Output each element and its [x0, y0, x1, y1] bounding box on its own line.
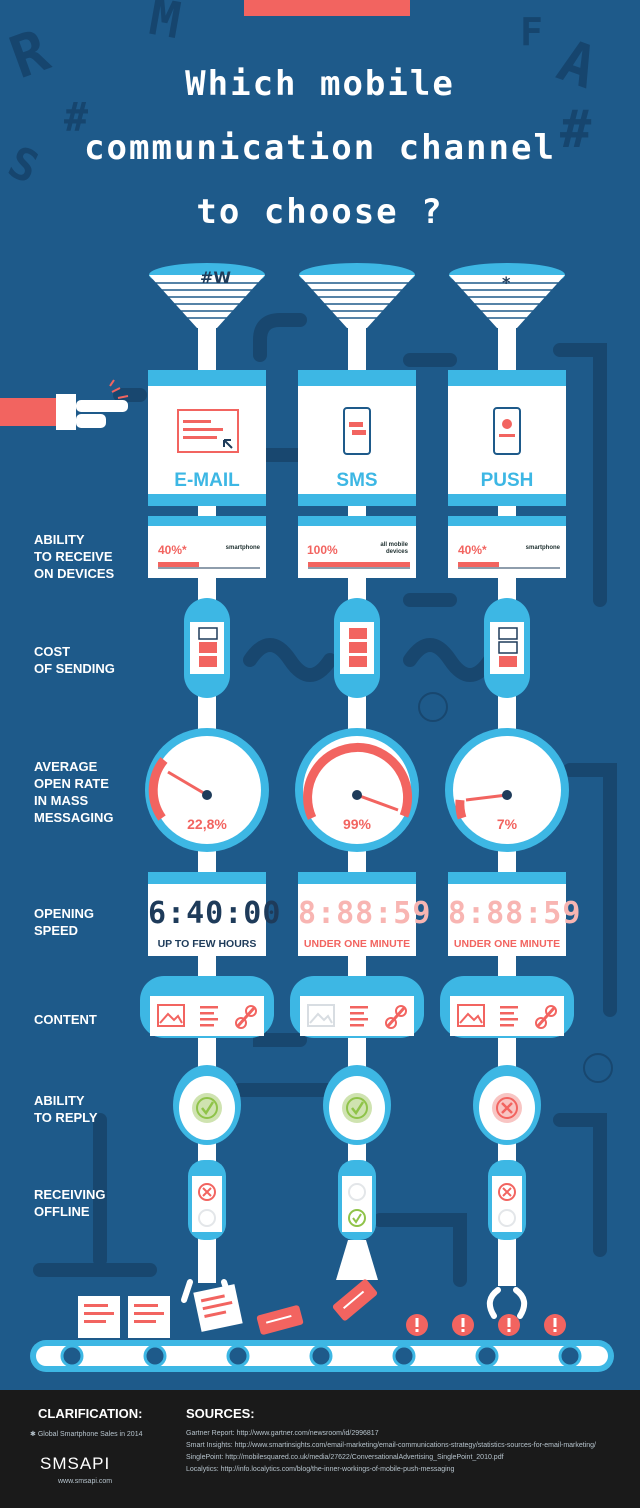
- content-roller-push: [440, 976, 574, 1038]
- svg-text:#W: #W: [200, 268, 231, 287]
- page-title: Which mobile communication channel to ch…: [0, 52, 640, 244]
- receive-box-sms: [298, 516, 416, 578]
- speed-label-sms: UNDER ONE MINUTE: [303, 938, 411, 950]
- sources-heading: SOURCES:: [186, 1406, 255, 1421]
- speed-display-sms: 8:88:59: [298, 896, 432, 931]
- warning-sign-bg: [418, 692, 613, 1083]
- top-ribbon: [244, 0, 410, 16]
- title-line-2: communication channel: [84, 128, 556, 168]
- decorative-glyph: #: [560, 100, 592, 160]
- decorative-glyph: #: [64, 95, 89, 141]
- content-roller-email: [140, 976, 274, 1038]
- receive-pct-email: 40%*: [158, 543, 187, 557]
- channel-name-sms: SMS: [336, 470, 378, 491]
- sms-bubbles: [256, 1279, 378, 1335]
- source-link[interactable]: SinglePoint: http://mobilesquared.co.uk/…: [186, 1454, 504, 1461]
- title-line-3: to choose ?: [196, 192, 444, 232]
- speed-label-push: UNDER ONE MINUTE: [453, 938, 561, 950]
- row-label-reply: ABILITY TO REPLY: [34, 1092, 98, 1126]
- row-label-line: ABILITY: [34, 1093, 85, 1108]
- source-link[interactable]: Gartner Report: http://www.gartner.com/n…: [186, 1430, 379, 1437]
- offline-capsule-email: [188, 1160, 226, 1240]
- svg-text:*: *: [502, 273, 511, 292]
- source-link[interactable]: Localytics: http://info.localytics.com/b…: [186, 1466, 455, 1473]
- push-alerts: [406, 1314, 566, 1336]
- channel-name-push: PUSH: [480, 470, 534, 491]
- speed-display-email: 6:40:00: [148, 896, 282, 931]
- smsapi-url: www.smsapi.com: [58, 1478, 113, 1485]
- clarification-note: ✱ Global Smartphone Sales in 2014: [30, 1430, 143, 1438]
- row-label-ability-to-receive: ABILITY TO RECEIVE ON DEVICES: [34, 531, 114, 582]
- channel-box-email: [148, 370, 266, 506]
- content-roller-sms: [290, 976, 424, 1038]
- open-rate-email: 22,8%: [187, 816, 227, 832]
- claw-push: [486, 1240, 528, 1319]
- speed-box-email: [148, 872, 266, 956]
- smsapi-logo: SMSAPI: [40, 1454, 111, 1473]
- reply-disc-email: [173, 1065, 241, 1145]
- clarification-note-text: Global Smartphone Sales in 2014: [37, 1431, 143, 1438]
- speed-box-sms: [298, 872, 416, 956]
- funnel-push: *: [449, 263, 565, 328]
- receive-pct-push: 40%*: [458, 543, 487, 557]
- clarification-heading: CLARIFICATION:: [38, 1406, 143, 1421]
- funnel-email: #W: [149, 263, 265, 328]
- asterisk-icon: ✱: [30, 1431, 38, 1438]
- receive-device-email: smartphone: [225, 545, 260, 551]
- row-label-offline: RECEIVING OFFLINE: [34, 1186, 106, 1220]
- row-label-line: SPEED: [34, 923, 79, 938]
- gauge-sms: [295, 728, 419, 852]
- open-rate-sms: 99%: [342, 816, 372, 832]
- nozzle-sms: [336, 1240, 378, 1280]
- row-label-speed: OPENING SPEED: [34, 905, 94, 939]
- channel-box-sms: [298, 370, 416, 506]
- gauge-push: [445, 728, 569, 852]
- row-label-cost: COST OF SENDING: [34, 643, 115, 677]
- cost-capsule-push: [484, 598, 530, 698]
- row-label-open-rate: AVERAGE OPEN RATE IN MASS MESSAGING: [34, 758, 113, 826]
- receive-device-sms: all mobile devices: [380, 542, 408, 555]
- offline-capsule-push: [488, 1160, 526, 1240]
- row-label-line: OFFLINE: [34, 1204, 90, 1219]
- row-label-line: ON DEVICES: [34, 566, 115, 581]
- footer: CLARIFICATION: ✱ Global Smartphone Sales…: [0, 1390, 640, 1508]
- email-letters: [78, 1284, 243, 1338]
- gauge-email: [145, 728, 269, 852]
- row-label-line: ABILITY: [34, 532, 85, 547]
- row-label-line: IN MASS: [34, 793, 89, 808]
- receive-box-push: [448, 516, 566, 578]
- row-label-line: TO REPLY: [34, 1110, 98, 1125]
- row-label-content: CONTENT: [34, 1011, 97, 1028]
- channel-name-email: E-MAIL: [174, 470, 240, 491]
- reply-disc-sms: [323, 1065, 391, 1145]
- decorative-glyph: F: [520, 10, 543, 54]
- speed-label-email: UP TO FEW HOURS: [157, 938, 257, 950]
- row-label-line: RECEIVING: [34, 1187, 106, 1202]
- row-label-line: CONTENT: [34, 1012, 97, 1027]
- row-label-line: AVERAGE: [34, 759, 98, 774]
- speed-box-push: [448, 872, 566, 956]
- pointing-hand-icon: [0, 379, 129, 430]
- row-label-line: OPEN RATE: [34, 776, 109, 791]
- offline-capsule-sms: [338, 1160, 376, 1240]
- reply-disc-push: [473, 1065, 541, 1145]
- open-rate-push: 7%: [496, 816, 518, 832]
- receive-device-push: smartphone: [525, 545, 560, 551]
- cost-capsule-email: [184, 598, 230, 698]
- source-link[interactable]: Smart Insights: http://www.smartinsights…: [186, 1442, 597, 1449]
- receive-box-email: [148, 516, 266, 578]
- cost-capsule-sms: [334, 598, 380, 698]
- funnel-sms: [299, 263, 415, 328]
- machine-illustration: #W *: [0, 263, 617, 1372]
- channel-box-push: [448, 370, 566, 506]
- row-label-line: OPENING: [34, 906, 94, 921]
- receive-pct-sms: 100%: [307, 543, 338, 557]
- speed-display-push: 8:88:59: [448, 896, 582, 931]
- row-label-line: TO RECEIVE: [34, 549, 113, 564]
- row-label-line: OF SENDING: [34, 661, 115, 676]
- title-line-1: Which mobile: [185, 64, 455, 104]
- conveyor-belt: [30, 1340, 614, 1372]
- row-label-line: MESSAGING: [34, 810, 114, 825]
- row-label-line: COST: [34, 644, 71, 659]
